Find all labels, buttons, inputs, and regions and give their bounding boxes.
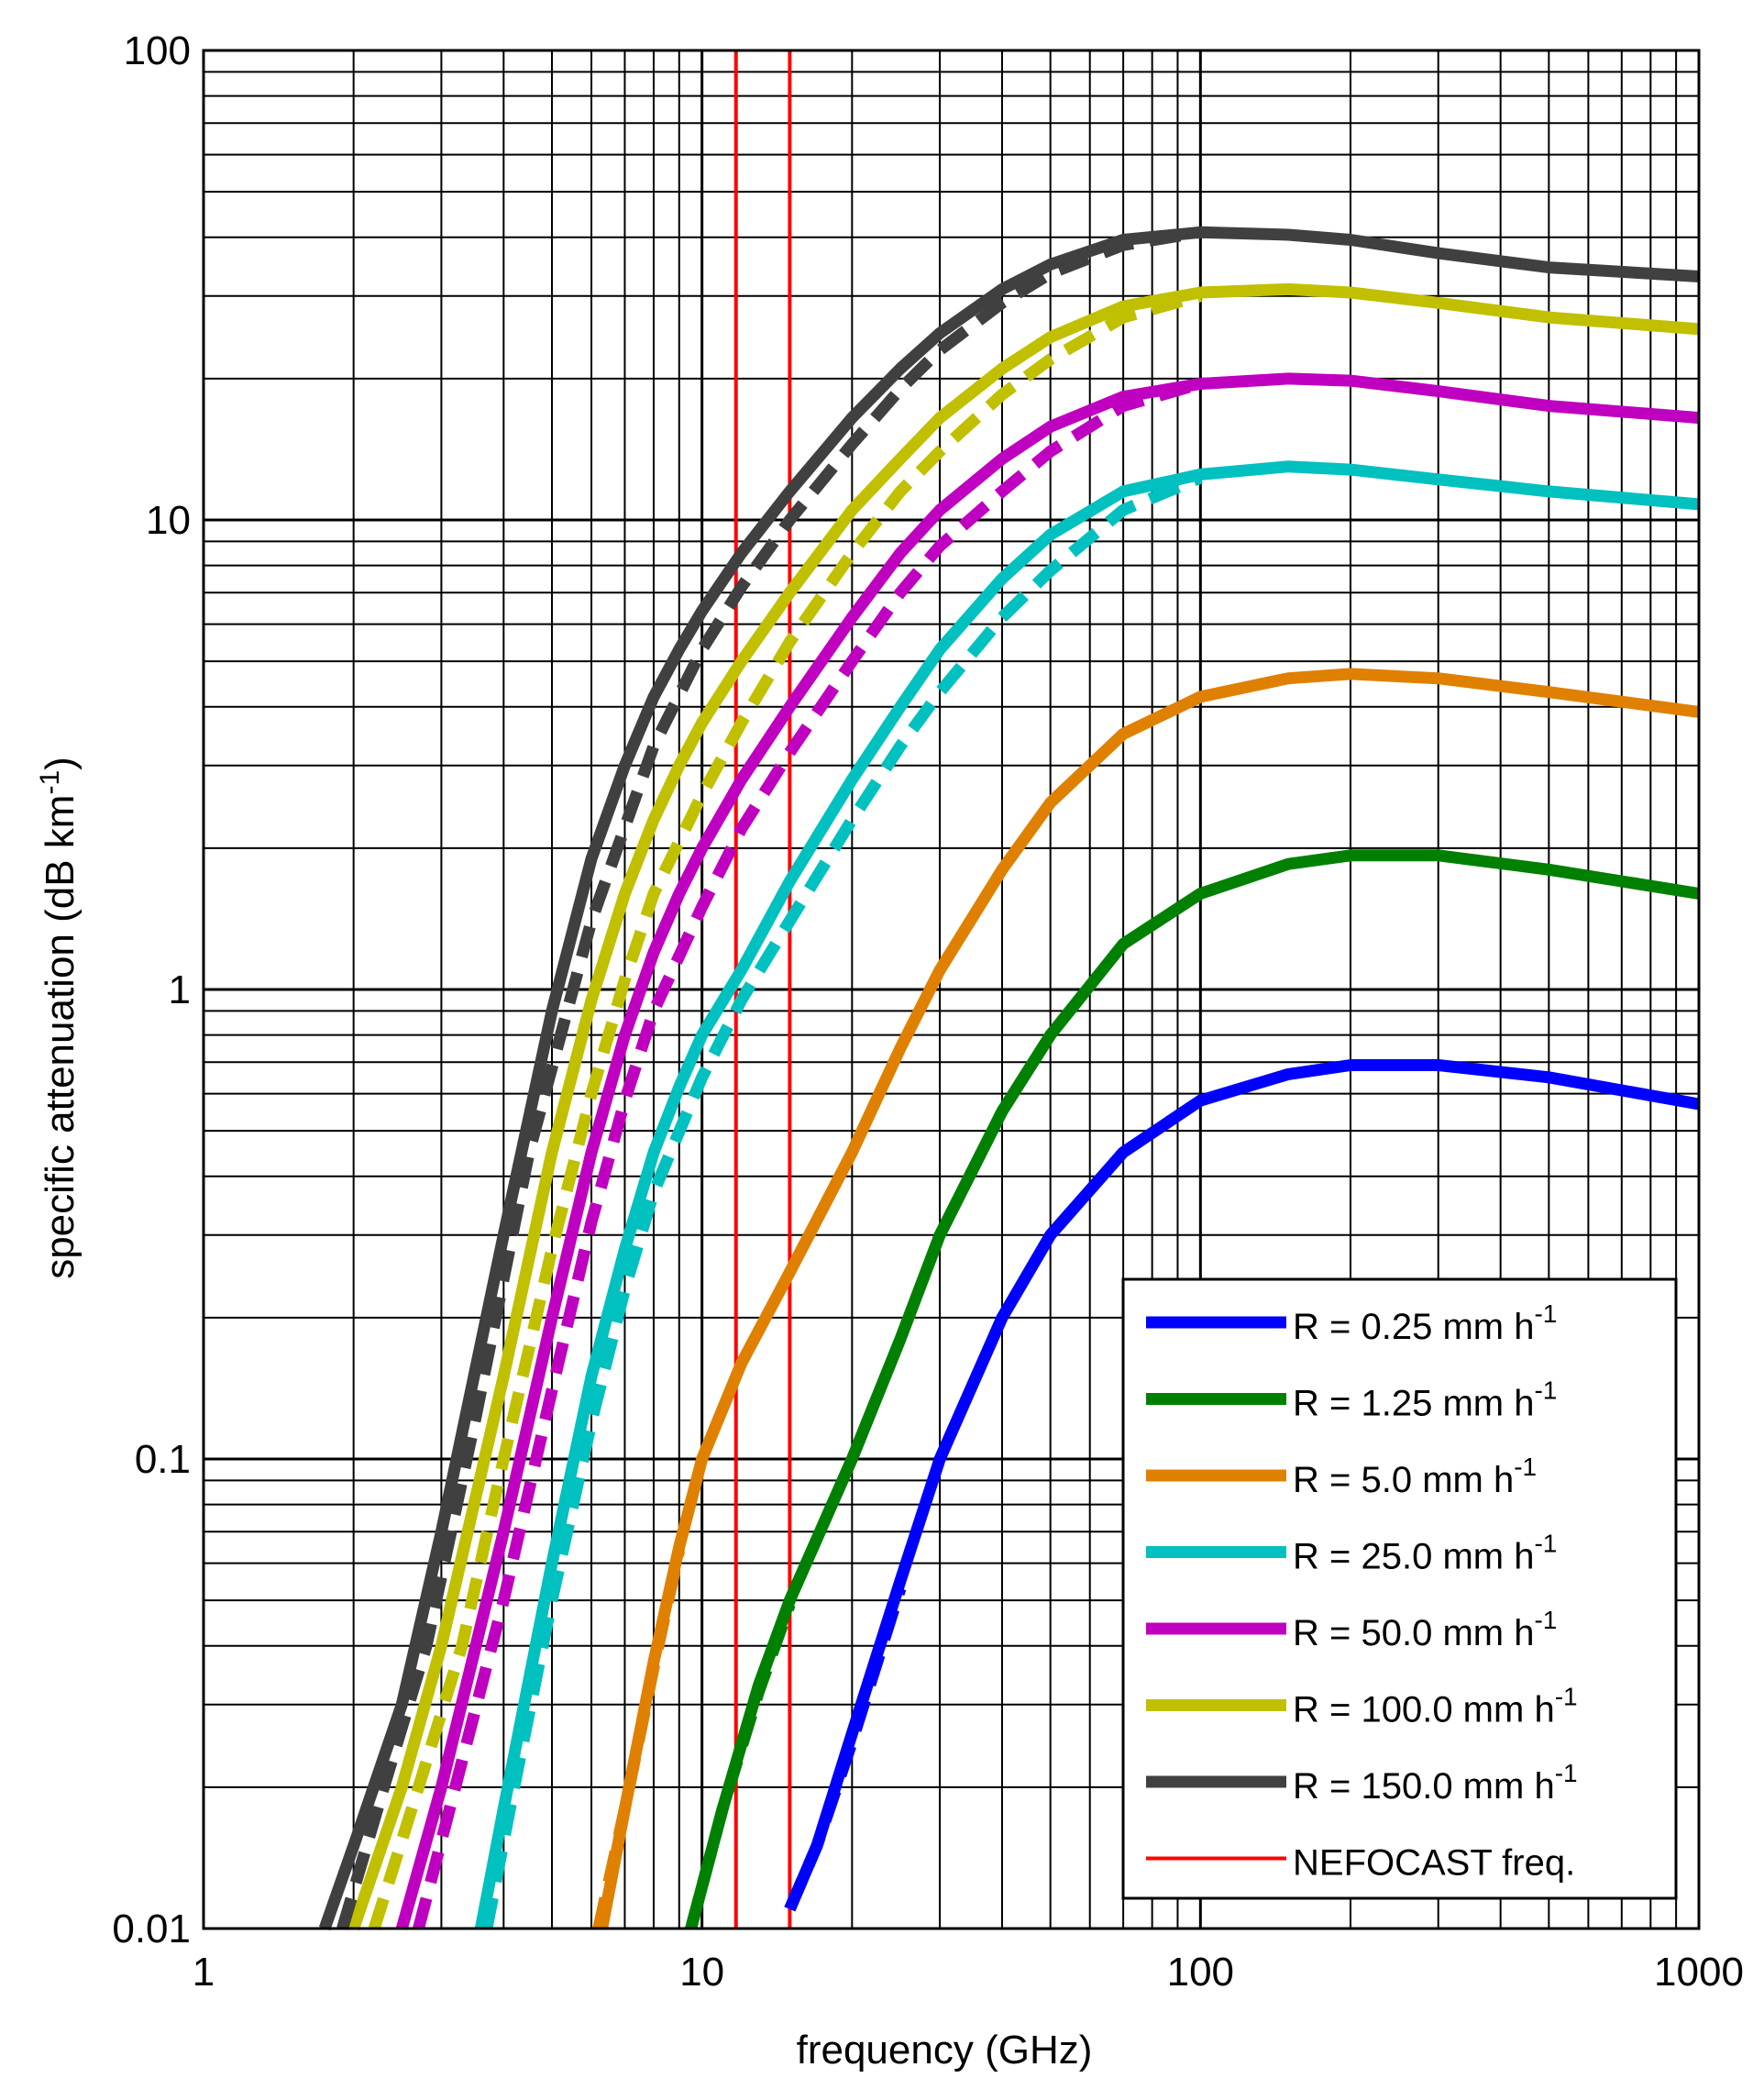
legend-label-sup: -1 — [1555, 1683, 1578, 1711]
series-line — [396, 372, 1700, 1930]
y-axis-label-close: ) — [38, 757, 83, 770]
x-tick-label: 10 — [679, 1950, 724, 1995]
legend-label: R = 150.0 mm h-1 — [1293, 1759, 1578, 1807]
legend-label-text: R = 5.0 mm h — [1293, 1460, 1514, 1500]
series-line — [347, 282, 1700, 1931]
legend-label-sup: -1 — [1534, 1530, 1557, 1558]
x-tick-label: 1 — [193, 1950, 215, 1995]
series-line — [596, 668, 1700, 1930]
legend-label: R = 50.0 mm h-1 — [1293, 1606, 1557, 1653]
legend-label-sup: -1 — [1514, 1453, 1537, 1481]
series-line — [318, 226, 1700, 1931]
y-tick-label: 0.01 — [112, 1907, 191, 1951]
legend-label-sup: -1 — [1534, 1606, 1557, 1634]
tick-labels: 1 10 100 1000 0.01 0.1 1 10 100 — [112, 28, 1744, 1995]
legend-label-text: R = 0.25 mm h — [1293, 1307, 1534, 1347]
legend-label-text: NEFOCAST freq. — [1293, 1843, 1575, 1884]
legend-box — [1121, 1277, 1678, 1900]
y-tick-label: 1 — [169, 967, 191, 1012]
x-axis-label: frequency (GHz) — [797, 2028, 1093, 2072]
y-tick-label: 100 — [124, 28, 191, 73]
y-axis-label-sup: -1 — [35, 770, 65, 795]
legend-label: NEFOCAST freq. — [1293, 1843, 1575, 1884]
y-axis-label: specific attenuation (dB km-1) — [35, 757, 83, 1279]
dashed-series-line — [368, 290, 1203, 1930]
legend-label-sup: -1 — [1534, 1376, 1557, 1405]
legend-label: R = 0.25 mm h-1 — [1293, 1299, 1557, 1347]
legend-label-text: R = 25.0 mm h — [1293, 1537, 1534, 1577]
legend-label-sup: -1 — [1555, 1759, 1578, 1787]
legend-label-text: R = 100.0 mm h — [1293, 1690, 1555, 1730]
legend: R = 0.25 mm h-1R = 1.25 mm h-1R = 5.0 mm… — [1121, 1277, 1678, 1900]
x-tick-label: 1000 — [1654, 1950, 1744, 1995]
dashed-series-line — [480, 472, 1203, 1930]
dashed-series-line — [784, 1586, 907, 1912]
series-line — [475, 460, 1700, 1930]
dashed-series-line — [336, 226, 1202, 1930]
legend-label: R = 25.0 mm h-1 — [1293, 1530, 1557, 1577]
y-axis-label-main: specific attenuation (dB km — [38, 795, 83, 1279]
legend-label: R = 5.0 mm h-1 — [1293, 1453, 1537, 1500]
legend-label-text: R = 50.0 mm h — [1293, 1613, 1534, 1653]
y-tick-label: 0.1 — [135, 1437, 191, 1482]
legend-label: R = 1.25 mm h-1 — [1293, 1376, 1557, 1424]
plot-frame — [202, 49, 1701, 1930]
dashed-series-line — [592, 1548, 686, 1930]
y-tick-label: 10 — [146, 498, 191, 543]
legend-label-text: R = 1.25 mm h — [1293, 1384, 1534, 1424]
dashed-series-group — [336, 226, 1203, 1930]
dashed-series-line — [413, 378, 1203, 1930]
x-tick-label: 100 — [1167, 1950, 1234, 1995]
dashed-series-line — [685, 1602, 796, 1930]
legend-label-text: R = 150.0 mm h — [1293, 1766, 1555, 1807]
legend-label-sup: -1 — [1534, 1299, 1557, 1328]
legend-label: R = 100.0 mm h-1 — [1293, 1683, 1578, 1730]
